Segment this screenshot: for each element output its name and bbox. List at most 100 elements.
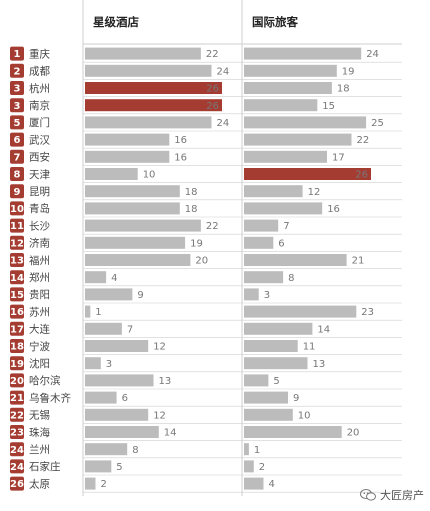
value-label: 19 xyxy=(190,238,203,249)
category-label: 石家庄 xyxy=(29,460,61,473)
value-label: 8 xyxy=(132,445,138,456)
bar xyxy=(244,460,254,473)
rank-badge xyxy=(10,356,24,371)
category-label: 杭州 xyxy=(29,82,50,95)
value-label: 17 xyxy=(332,152,345,163)
category-label: 福州 xyxy=(29,254,50,267)
category-label: 西安 xyxy=(29,151,50,164)
category-label: 兰州 xyxy=(29,443,50,456)
bar xyxy=(244,288,259,301)
rank-badge xyxy=(10,81,24,95)
value-label: 22 xyxy=(206,221,219,232)
rank-badge xyxy=(10,218,24,233)
bar xyxy=(244,47,362,60)
rank-badge xyxy=(10,287,24,302)
series-header-travelers: 国际旅客 xyxy=(252,15,298,29)
value-label: 13 xyxy=(159,376,172,387)
rank-label: 1 xyxy=(14,49,21,60)
category-label: 无锡 xyxy=(29,409,50,422)
value-label: 1 xyxy=(254,445,260,456)
bar xyxy=(85,408,149,421)
category-label: 成都 xyxy=(29,66,50,78)
bar xyxy=(244,426,342,438)
value-label: 7 xyxy=(283,221,289,232)
category-label: 长沙 xyxy=(29,220,50,232)
bar xyxy=(85,150,170,163)
value-label: 12 xyxy=(308,187,321,198)
value-label: 2 xyxy=(259,462,265,473)
bar xyxy=(85,185,180,198)
value-label: 3 xyxy=(106,359,112,370)
value-label: 25 xyxy=(371,118,384,129)
bar xyxy=(244,82,332,94)
value-label: 2 xyxy=(101,479,107,490)
bar xyxy=(244,374,269,387)
value-label: 5 xyxy=(116,462,122,473)
category-label: 武汉 xyxy=(29,133,50,146)
bar xyxy=(244,116,367,129)
bar xyxy=(244,408,293,421)
bar xyxy=(85,322,122,335)
value-label: 1 xyxy=(95,307,101,318)
rank-badge xyxy=(10,390,24,405)
category-label: 青岛 xyxy=(29,202,50,215)
rank-badge xyxy=(10,201,24,216)
rank-label: 3 xyxy=(14,101,21,112)
rank-badge xyxy=(10,46,24,61)
bar xyxy=(244,133,352,146)
bar xyxy=(85,443,128,456)
value-label: 13 xyxy=(313,359,326,370)
bar xyxy=(85,168,138,180)
rank-label: 10 xyxy=(10,204,24,215)
bar xyxy=(85,374,154,387)
value-label: 20 xyxy=(195,256,208,267)
rank-label: 14 xyxy=(10,273,24,284)
bar xyxy=(244,322,313,335)
bar xyxy=(244,254,347,266)
bar xyxy=(244,305,357,318)
series-header-hotels: 星级酒店 xyxy=(93,15,139,29)
rank-badge xyxy=(10,184,24,199)
rank-badge xyxy=(10,167,24,181)
value-label: 16 xyxy=(174,135,187,146)
bar xyxy=(244,150,327,163)
rank-label: 11 xyxy=(10,221,24,232)
category-label: 郑州 xyxy=(29,271,50,284)
bar xyxy=(85,236,186,249)
wechat-icon xyxy=(360,489,376,501)
category-label: 济南 xyxy=(29,237,50,250)
rank-badge xyxy=(10,459,24,474)
rank-badge xyxy=(10,98,24,113)
rank-label: 5 xyxy=(14,118,21,129)
rank-badge xyxy=(10,63,24,78)
rank-badge xyxy=(10,339,24,353)
value-label: 7 xyxy=(127,324,133,335)
bar xyxy=(244,391,288,404)
value-label: 23 xyxy=(361,307,374,318)
rank-label: 20 xyxy=(10,376,24,387)
rank-label: 12 xyxy=(10,238,24,249)
bar xyxy=(85,271,107,284)
bar xyxy=(244,340,298,352)
watermark: 大匠房产 xyxy=(360,487,424,503)
bar xyxy=(244,219,279,232)
value-label: 10 xyxy=(143,170,156,181)
rank-badge xyxy=(10,149,24,164)
rank-label: 18 xyxy=(10,342,24,353)
bar xyxy=(85,82,222,94)
bar xyxy=(244,99,318,112)
watermark-text: 大匠房产 xyxy=(380,489,424,502)
value-label: 26 xyxy=(355,170,368,181)
rank-label: 21 xyxy=(10,393,24,404)
rank-label: 6 xyxy=(14,135,21,146)
value-label: 10 xyxy=(298,410,311,421)
value-label: 4 xyxy=(269,479,275,490)
value-label: 8 xyxy=(288,273,294,284)
bar xyxy=(244,271,284,284)
bar xyxy=(244,443,249,456)
value-label: 11 xyxy=(303,342,316,353)
rank-label: 2 xyxy=(14,66,21,77)
value-label: 9 xyxy=(293,393,299,404)
rank-label: 15 xyxy=(10,290,24,301)
